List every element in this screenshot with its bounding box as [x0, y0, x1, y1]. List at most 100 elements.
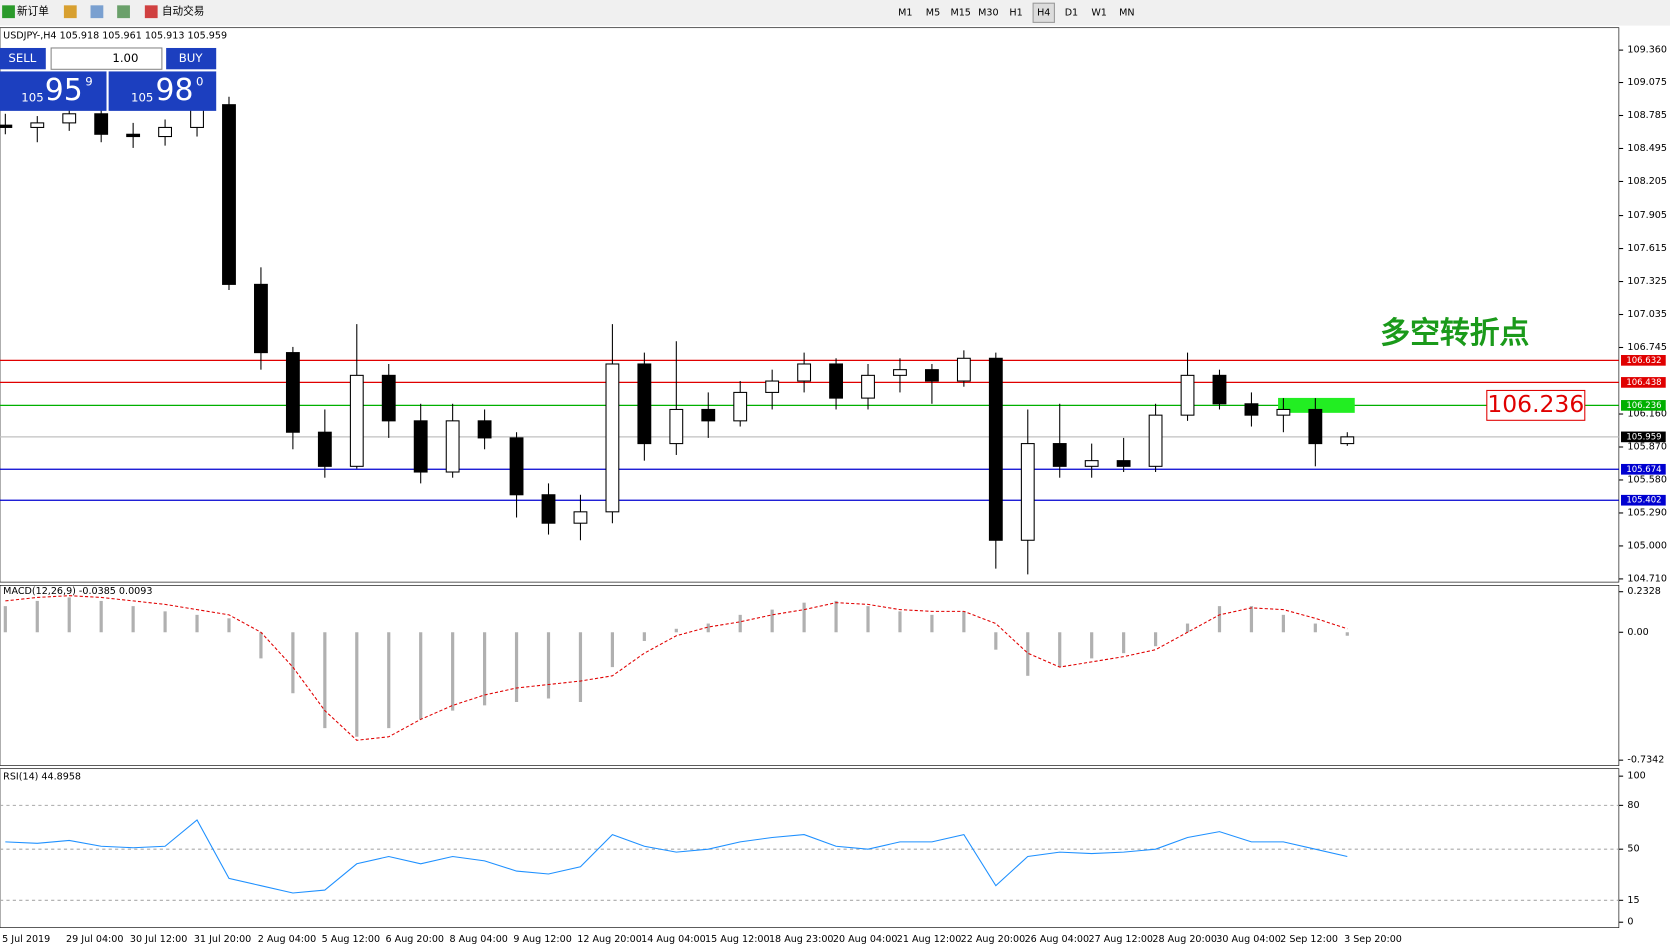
main-panel — [0, 27, 1620, 583]
candle-body — [765, 380, 780, 393]
y-tick-label: 105.000 — [1627, 540, 1667, 551]
candle-body — [861, 374, 875, 399]
candle-body — [988, 357, 1003, 541]
candle-body — [924, 369, 939, 382]
x-tick-label: 26 Aug 04:00 — [1025, 934, 1090, 945]
x-tick-label: 21 Aug 12:00 — [897, 934, 962, 945]
y-tick-label: 107.035 — [1627, 309, 1667, 320]
candle-body — [573, 511, 588, 524]
toolbar-icon[interactable] — [63, 5, 77, 19]
price-level-tag — [1621, 494, 1666, 506]
period-button[interactable]: M1 — [898, 7, 912, 18]
candle-body — [285, 352, 300, 433]
candle-body — [254, 283, 268, 354]
buy-label[interactable]: BUY — [179, 51, 204, 65]
y-tick-label: 80 — [1627, 800, 1639, 811]
x-tick-label: 12 Aug 20:00 — [577, 934, 642, 945]
sell-price-pips: 95 — [45, 73, 83, 108]
auto-trading-icon[interactable] — [144, 5, 158, 19]
candle-body — [797, 363, 812, 382]
y-tick-label: 105.290 — [1627, 507, 1667, 518]
candle-body — [1212, 374, 1227, 405]
price-level-tag — [1621, 431, 1666, 443]
new-order-button[interactable]: 新订单 — [17, 5, 49, 18]
y-tick-label: 0 — [1627, 917, 1633, 928]
sell-price-big: 105 — [21, 91, 43, 105]
candle-body — [669, 408, 684, 445]
period-button[interactable]: W1 — [1091, 7, 1107, 18]
sell-button[interactable] — [0, 47, 46, 70]
rsi-line — [5, 819, 1348, 894]
buy-price-big: 105 — [131, 91, 153, 105]
y-tick-label: 109.075 — [1627, 77, 1667, 88]
chart-title: USDJPY-,H4 105.918 105.961 105.913 105.9… — [3, 31, 227, 42]
y-tick-label: 107.615 — [1627, 243, 1667, 254]
price-level-label: 106.438 — [1626, 378, 1661, 388]
candle-body — [1052, 443, 1067, 467]
candle-body — [413, 420, 428, 473]
y-tick-label: 104.710 — [1627, 573, 1667, 584]
candle-body — [637, 363, 652, 445]
price-level-tag — [1621, 463, 1666, 475]
annotation-box — [1486, 389, 1586, 421]
y-tick-label: 105.580 — [1627, 474, 1667, 485]
candle-body — [1308, 408, 1323, 445]
sell-price-frac: 9 — [85, 75, 92, 89]
candle-body — [1084, 460, 1099, 467]
buy-button[interactable] — [166, 47, 217, 70]
new-order-icon[interactable] — [2, 5, 15, 19]
y-tick-label: 109.360 — [1627, 45, 1667, 56]
sell-price-box[interactable] — [0, 71, 107, 111]
toolbar-icon[interactable] — [90, 5, 104, 19]
x-tick-label: 30 Aug 04:00 — [1216, 934, 1281, 945]
period-button[interactable]: H1 — [1009, 7, 1022, 18]
period-button[interactable]: H4 — [1037, 7, 1050, 18]
y-tick-label: 0.2328 — [1627, 586, 1660, 597]
x-tick-label: 29 Jul 04:00 — [66, 934, 123, 945]
candle-body — [733, 391, 748, 422]
candle-body — [605, 363, 620, 513]
candle-body — [1180, 374, 1195, 416]
x-tick-label: 5 Aug 12:00 — [322, 934, 380, 945]
candle-body — [1276, 408, 1291, 416]
y-tick-label: 108.495 — [1627, 143, 1667, 154]
candle-body — [30, 122, 45, 128]
x-tick-label: 31 Jul 20:00 — [194, 934, 251, 945]
candle-body — [381, 374, 396, 422]
candle-body — [893, 369, 907, 376]
x-tick-label: 20 Aug 04:00 — [833, 934, 898, 945]
buy-price-pips: 98 — [155, 73, 193, 108]
y-tick-label: -0.7342 — [1627, 755, 1664, 766]
buy-price-box[interactable] — [108, 71, 217, 111]
auto-trading-button[interactable]: 自动交易 — [162, 5, 205, 18]
macd-panel — [0, 584, 1620, 766]
lots-value[interactable]: 1.00 — [112, 51, 138, 65]
price-level-label: 105.959 — [1626, 432, 1661, 442]
x-tick-label: 2 Aug 04:00 — [258, 934, 316, 945]
period-button[interactable]: MN — [1119, 7, 1134, 18]
toolbar-icon[interactable] — [117, 5, 130, 19]
period-button[interactable]: M5 — [926, 7, 940, 18]
x-tick-label: 22 Aug 20:00 — [961, 934, 1026, 945]
period-button[interactable]: M30 — [978, 7, 998, 18]
candle-body — [62, 113, 77, 124]
y-tick-label: 107.325 — [1627, 276, 1667, 287]
active-period — [1032, 2, 1055, 23]
y-tick-label: 50 — [1627, 844, 1639, 855]
lots-input[interactable] — [50, 47, 163, 70]
period-button[interactable]: M15 — [950, 7, 970, 18]
x-tick-label: 18 Aug 23:00 — [769, 934, 834, 945]
sell-label[interactable]: SELL — [8, 51, 36, 65]
y-tick-label: 105.870 — [1627, 441, 1667, 452]
candle-body — [956, 357, 971, 382]
annotation-text: 多空转折点 — [1380, 316, 1529, 351]
price-level-tag — [1621, 400, 1666, 411]
period-button[interactable]: D1 — [1065, 7, 1078, 18]
x-tick-label: 2 Sep 12:00 — [1280, 934, 1338, 945]
y-tick-label: 107.905 — [1627, 210, 1667, 221]
x-tick-label: 6 Aug 20:00 — [386, 934, 444, 945]
candle-body — [1116, 460, 1131, 467]
x-tick-label: 30 Jul 12:00 — [130, 934, 187, 945]
y-tick-label: 0.00 — [1627, 627, 1648, 638]
